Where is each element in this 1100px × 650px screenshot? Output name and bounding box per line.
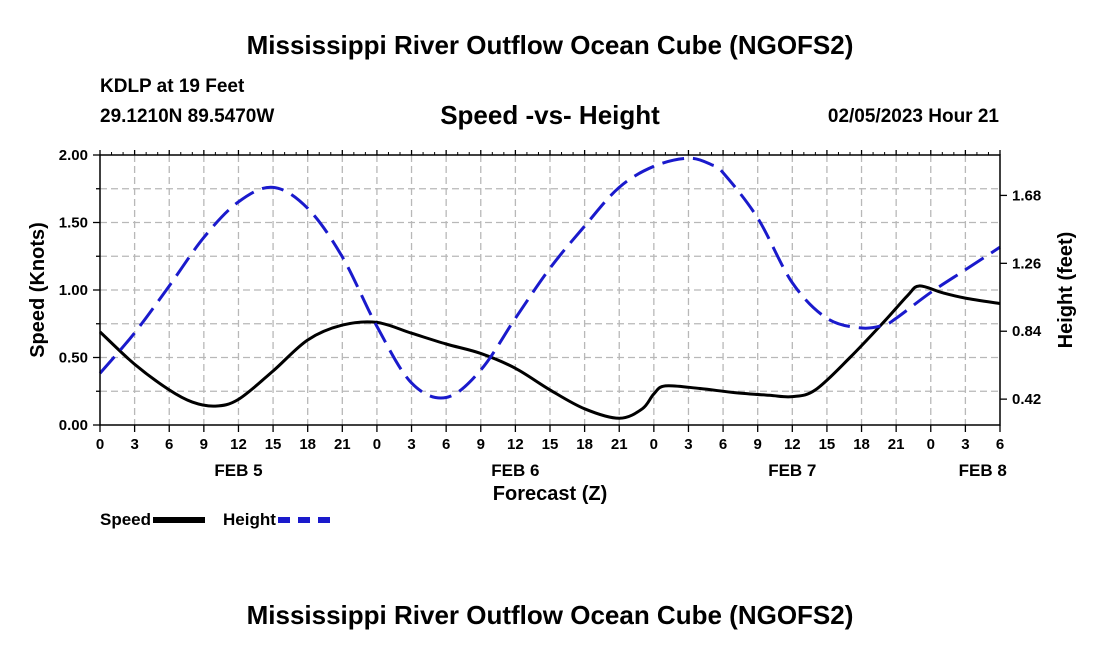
x-tick-label: 18 [576, 436, 593, 453]
x-tick-label: 0 [96, 436, 104, 453]
day-label: FEB 5 [214, 461, 262, 480]
x-axis-label: Forecast (Z) [493, 483, 607, 505]
x-tick-label: 0 [650, 436, 658, 453]
x-tick-label: 3 [130, 436, 138, 453]
legend-speed-swatch [153, 517, 206, 523]
x-tick-label: 21 [334, 436, 351, 453]
x-tick-label: 6 [719, 436, 727, 453]
series-line-speed [98, 284, 1001, 420]
x-tick-label: 9 [477, 436, 485, 453]
x-tick-label: 15 [542, 436, 559, 453]
y2-tick-label: 1.26 [1012, 255, 1041, 272]
y-tick-label: 0.50 [59, 350, 88, 367]
x-tick-label: 15 [265, 436, 282, 453]
day-label: FEB 6 [491, 461, 539, 480]
legend-height-label: Height [223, 510, 276, 529]
axes-layer: 0 3 6 9 12 15 18 21 0 3 6 9 12 15 18 21 0 3 6 9 12 15 18 21 0 3 6 0… [59, 147, 1042, 480]
chart-legend: Speed Height [100, 508, 330, 532]
y2-axis-label: Height (feet) [1055, 232, 1077, 349]
forecast-datetime: 02/05/2023 Hour 21 [827, 106, 999, 127]
chart-main-title: Mississippi River Outflow Ocean Cube (NG… [246, 30, 854, 60]
x-tick-label: 9 [754, 436, 762, 453]
y-tick-label: 1.00 [59, 282, 88, 299]
x-tick-label: 12 [230, 436, 247, 453]
x-tick-label: 9 [200, 436, 208, 453]
chart-grid [100, 155, 1000, 425]
x-tick-label: 3 [684, 436, 692, 453]
y-tick-label: 0.00 [59, 417, 88, 434]
legend-item-speed: Speed [100, 510, 206, 530]
day-label: FEB 7 [768, 461, 816, 480]
x-tick-label: 6 [442, 436, 450, 453]
station-coordinates: 29.1210N 89.5470W [100, 106, 275, 127]
x-tick-label: 0 [927, 436, 935, 453]
x-tick-label: 15 [819, 436, 836, 453]
y2-tick-label: 1.68 [1012, 187, 1041, 204]
day-label: FEB 8 [959, 461, 1007, 480]
station-name: KDLP at 19 Feet [100, 76, 245, 97]
series-layer [98, 156, 1001, 420]
x-tick-label: 18 [853, 436, 870, 453]
chart-footer-title: Mississippi River Outflow Ocean Cube (NG… [246, 600, 854, 630]
chart-subtitle: Speed -vs- Height [440, 100, 660, 130]
y2-tick-label: 0.42 [1012, 391, 1041, 408]
y2-tick-label: 0.84 [1012, 323, 1042, 340]
x-tick-label: 0 [373, 436, 381, 453]
x-tick-label: 21 [888, 436, 905, 453]
y-tick-label: 2.00 [59, 147, 88, 164]
legend-item-height: Height [223, 510, 330, 530]
y-axis-label: Speed (Knots) [27, 222, 49, 358]
x-tick-label: 12 [784, 436, 801, 453]
x-tick-label: 21 [611, 436, 628, 453]
x-tick-label: 6 [165, 436, 173, 453]
legend-speed-label: Speed [100, 510, 152, 529]
x-tick-label: 6 [996, 436, 1004, 453]
x-tick-label: 3 [961, 436, 969, 453]
x-tick-label: 3 [407, 436, 415, 453]
series-line-height [98, 156, 1001, 400]
x-tick-label: 18 [299, 436, 316, 453]
y-tick-label: 1.50 [59, 215, 88, 232]
legend-height-swatch [277, 517, 330, 523]
x-tick-label: 12 [507, 436, 524, 453]
